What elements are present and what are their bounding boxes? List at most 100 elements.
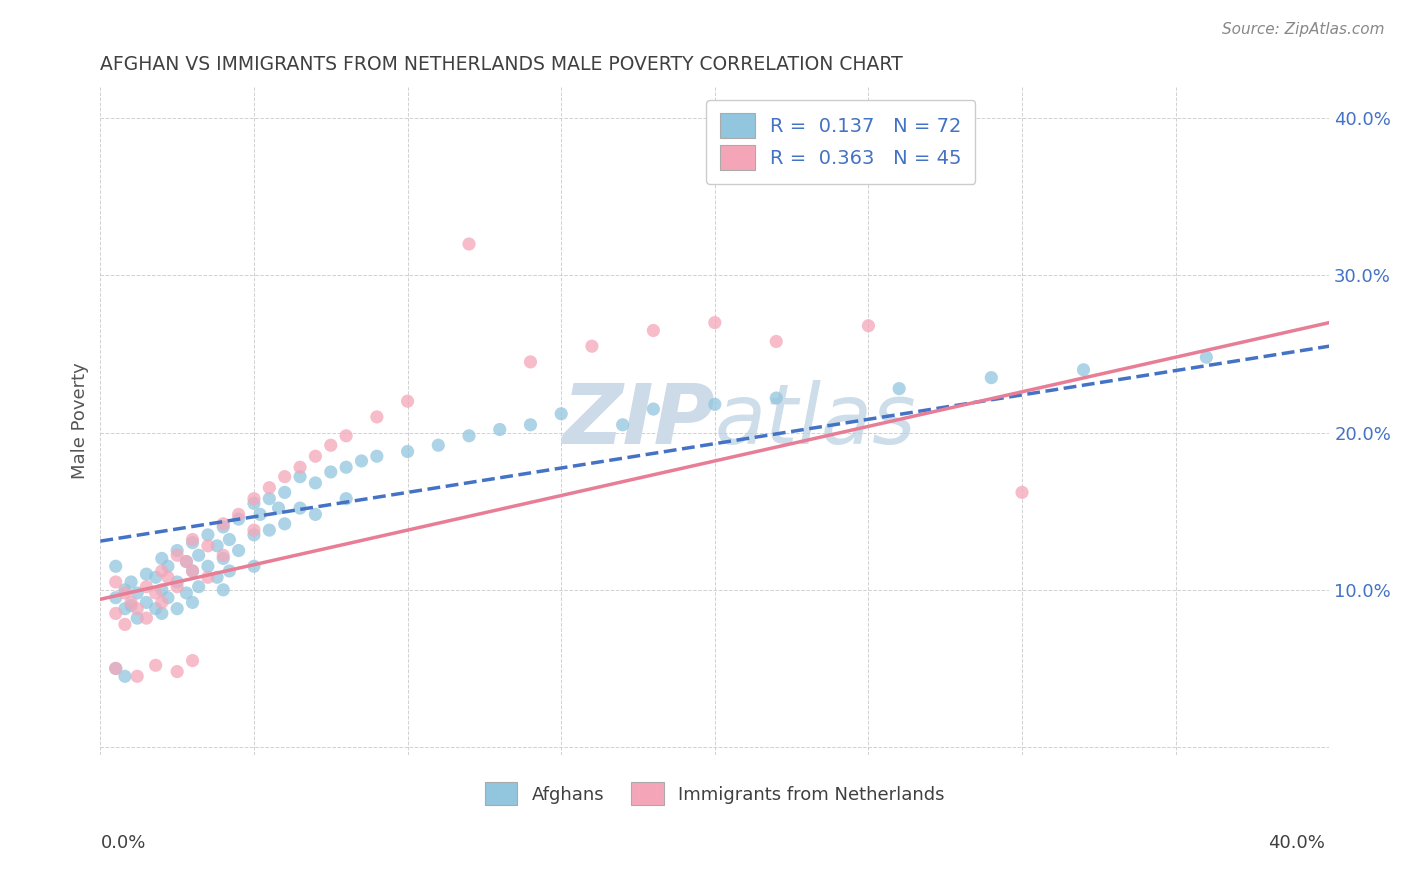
Point — [267, 501, 290, 516]
Point — [243, 491, 266, 506]
Point — [135, 611, 157, 625]
Point — [366, 409, 388, 424]
Point — [858, 318, 880, 333]
Point — [218, 564, 240, 578]
Point — [350, 454, 373, 468]
Point — [197, 539, 219, 553]
Point — [1011, 485, 1033, 500]
Point — [550, 407, 572, 421]
Point — [273, 485, 295, 500]
Point — [150, 607, 173, 621]
Point — [212, 516, 235, 531]
Point — [249, 508, 271, 522]
Point — [304, 449, 326, 463]
Point — [150, 551, 173, 566]
Point — [765, 391, 787, 405]
Point — [765, 334, 787, 349]
Point — [581, 339, 603, 353]
Point — [243, 559, 266, 574]
Point — [205, 570, 228, 584]
Point — [120, 599, 142, 613]
Point — [114, 582, 136, 597]
Point — [150, 564, 173, 578]
Point — [212, 582, 235, 597]
Point — [519, 355, 541, 369]
Text: ZIP: ZIP — [562, 380, 714, 461]
Point — [120, 595, 142, 609]
Point — [104, 574, 127, 589]
Point — [181, 533, 204, 547]
Point — [104, 607, 127, 621]
Point — [288, 469, 311, 483]
Point — [304, 508, 326, 522]
Point — [335, 491, 357, 506]
Point — [1195, 350, 1218, 364]
Point — [166, 601, 188, 615]
Point — [114, 617, 136, 632]
Point — [212, 551, 235, 566]
Point — [127, 611, 149, 625]
Point — [703, 397, 725, 411]
Point — [396, 444, 419, 458]
Point — [228, 508, 250, 522]
Point — [889, 382, 911, 396]
Point — [612, 417, 634, 432]
Point — [243, 528, 266, 542]
Y-axis label: Male Poverty: Male Poverty — [72, 362, 89, 479]
Point — [166, 580, 188, 594]
Point — [166, 548, 188, 562]
Point — [176, 586, 198, 600]
Point — [1073, 363, 1095, 377]
Point — [127, 669, 149, 683]
Point — [335, 460, 357, 475]
Text: 0.0%: 0.0% — [101, 834, 146, 852]
Point — [259, 523, 281, 537]
Legend: Afghans, Immigrants from Netherlands: Afghans, Immigrants from Netherlands — [478, 775, 952, 813]
Point — [145, 570, 167, 584]
Point — [212, 520, 235, 534]
Point — [187, 548, 209, 562]
Point — [458, 429, 481, 443]
Point — [176, 555, 198, 569]
Point — [273, 516, 295, 531]
Point — [135, 567, 157, 582]
Point — [259, 491, 281, 506]
Point — [288, 460, 311, 475]
Point — [335, 429, 357, 443]
Point — [166, 543, 188, 558]
Point — [366, 449, 388, 463]
Point — [396, 394, 419, 409]
Point — [156, 559, 179, 574]
Point — [181, 595, 204, 609]
Point — [181, 564, 204, 578]
Point — [228, 512, 250, 526]
Point — [166, 574, 188, 589]
Text: atlas: atlas — [714, 380, 917, 461]
Point — [135, 580, 157, 594]
Point — [427, 438, 450, 452]
Point — [181, 564, 204, 578]
Point — [104, 661, 127, 675]
Point — [104, 661, 127, 675]
Point — [104, 559, 127, 574]
Point — [259, 481, 281, 495]
Point — [197, 570, 219, 584]
Point — [135, 595, 157, 609]
Point — [181, 654, 204, 668]
Point — [166, 665, 188, 679]
Point — [114, 669, 136, 683]
Point — [104, 591, 127, 605]
Point — [114, 601, 136, 615]
Point — [643, 402, 665, 417]
Point — [304, 475, 326, 490]
Point — [120, 574, 142, 589]
Point — [145, 658, 167, 673]
Point — [319, 465, 342, 479]
Point — [150, 582, 173, 597]
Point — [243, 523, 266, 537]
Point — [212, 548, 235, 562]
Point — [319, 438, 342, 452]
Point — [150, 595, 173, 609]
Point — [114, 586, 136, 600]
Point — [488, 423, 510, 437]
